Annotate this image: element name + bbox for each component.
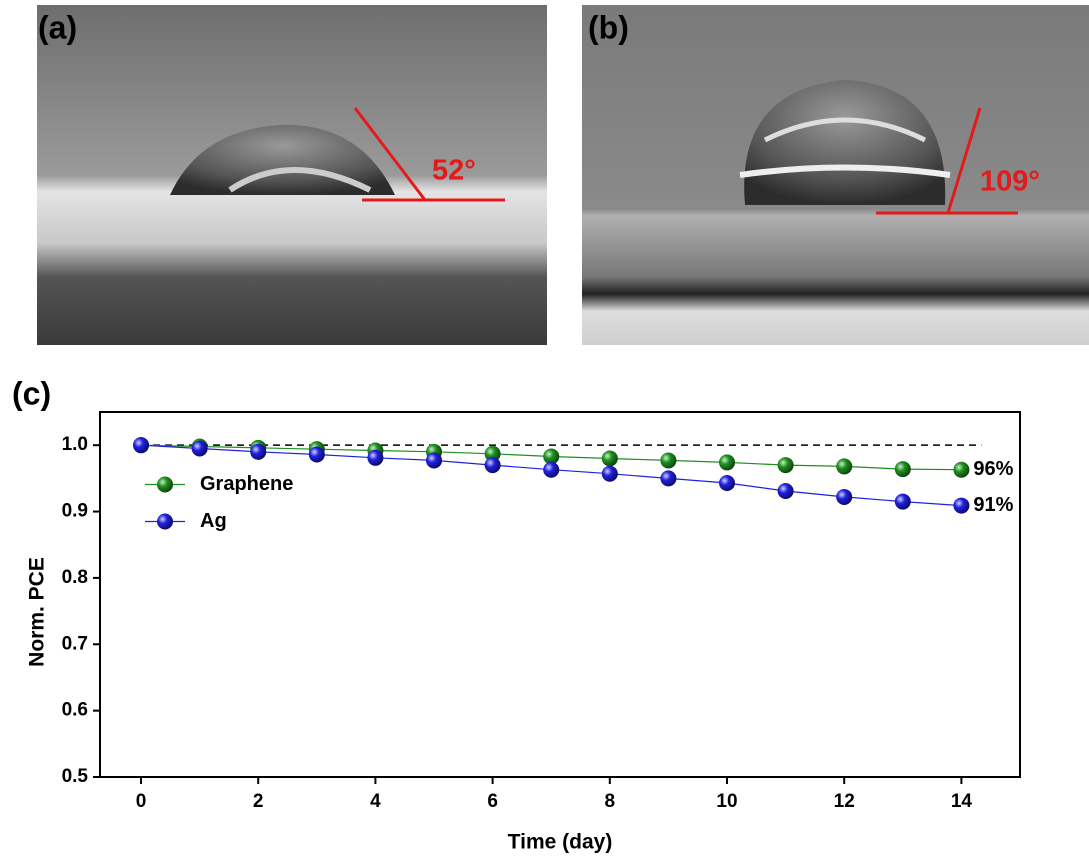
tangent xyxy=(353,107,427,201)
y-tick-label: 1.0 xyxy=(62,434,88,455)
marker xyxy=(601,465,618,482)
y-tick-label: 0.8 xyxy=(62,567,88,588)
droplet-highlight xyxy=(228,167,372,193)
legend-label: Graphene xyxy=(200,473,293,495)
marker xyxy=(836,458,853,475)
angle-label: 109° xyxy=(980,166,1040,198)
end-label: 91% xyxy=(973,494,1013,516)
end-label: 96% xyxy=(973,458,1013,480)
marker xyxy=(367,449,384,466)
marker xyxy=(601,450,618,467)
marker xyxy=(953,497,970,514)
marker xyxy=(894,493,911,510)
droplet xyxy=(744,80,946,205)
marker xyxy=(543,461,560,478)
y-axis-label: Norm. PCE xyxy=(26,557,49,667)
legend-marker xyxy=(157,513,173,530)
legend-label: Ag xyxy=(200,510,227,532)
droplet-highlight xyxy=(739,164,951,178)
angle-label: 52° xyxy=(432,155,476,187)
panel-label: (b) xyxy=(588,9,629,45)
x-tick-label: 4 xyxy=(370,791,381,812)
marker xyxy=(777,457,794,474)
x-tick-label: 0 xyxy=(136,791,147,812)
marker xyxy=(543,448,560,465)
x-tick-label: 2 xyxy=(253,791,264,812)
marker xyxy=(660,452,677,469)
y-tick-label: 0.9 xyxy=(62,501,88,522)
marker xyxy=(719,454,736,471)
x-tick-label: 8 xyxy=(605,791,616,812)
marker xyxy=(894,461,911,478)
marker xyxy=(250,443,267,460)
panel-label: (a) xyxy=(38,9,77,45)
x-tick-label: 6 xyxy=(487,791,498,812)
marker xyxy=(484,457,501,474)
marker xyxy=(953,461,970,478)
marker xyxy=(133,437,150,454)
marker xyxy=(308,446,325,463)
marker xyxy=(660,470,677,487)
y-tick-label: 0.5 xyxy=(62,766,89,787)
marker xyxy=(191,440,208,457)
marker xyxy=(719,475,736,492)
x-tick-label: 12 xyxy=(834,791,855,812)
x-axis-label: Time (day) xyxy=(508,831,613,854)
marker xyxy=(484,445,501,462)
marker xyxy=(426,452,443,469)
legend-marker xyxy=(157,476,173,493)
panel-label: (c) xyxy=(12,375,51,411)
marker xyxy=(777,482,794,499)
y-tick-label: 0.7 xyxy=(62,633,88,654)
x-tick-label: 14 xyxy=(951,791,973,812)
marker xyxy=(836,488,853,505)
tangent xyxy=(946,107,982,214)
x-tick-label: 10 xyxy=(716,791,737,812)
plot-frame xyxy=(99,411,1021,778)
y-tick-label: 0.6 xyxy=(62,700,88,721)
droplet-highlight xyxy=(763,117,927,143)
